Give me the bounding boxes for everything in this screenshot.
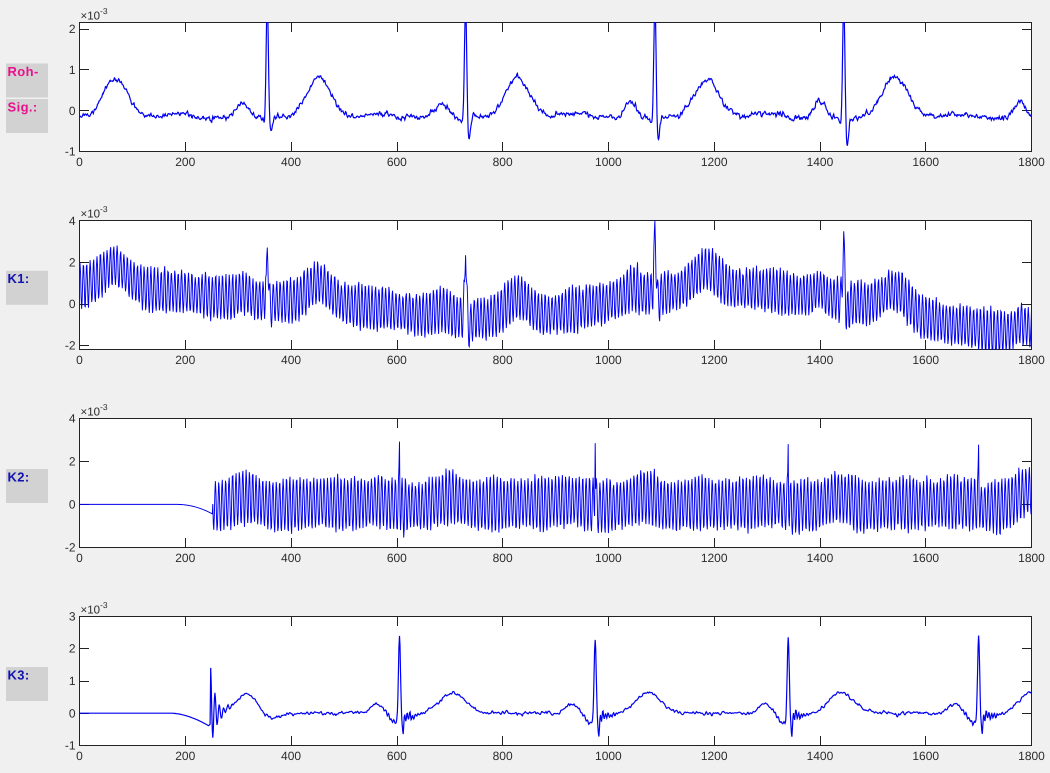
svg-text:0: 0 [76, 749, 83, 763]
svg-text:0: 0 [76, 551, 83, 565]
svg-text:800: 800 [493, 551, 513, 565]
svg-text:-2: -2 [65, 339, 76, 353]
svg-text:1200: 1200 [701, 551, 728, 565]
svg-text:3: 3 [69, 609, 76, 623]
svg-text:400: 400 [281, 749, 301, 763]
svg-text:1200: 1200 [701, 353, 728, 367]
svg-text:400: 400 [281, 551, 301, 565]
svg-text:Sig.:: Sig.: [8, 99, 38, 114]
svg-text:K2:: K2: [8, 469, 30, 484]
svg-text:1400: 1400 [807, 155, 834, 169]
svg-text:2: 2 [69, 455, 76, 469]
svg-text:1200: 1200 [701, 749, 728, 763]
svg-text:4: 4 [69, 412, 76, 426]
svg-text:4: 4 [69, 214, 76, 228]
svg-text:800: 800 [493, 749, 513, 763]
svg-text:-1: -1 [65, 739, 76, 753]
svg-text:K1:: K1: [8, 271, 30, 286]
svg-text:600: 600 [387, 353, 407, 367]
svg-text:600: 600 [387, 749, 407, 763]
svg-text:2: 2 [69, 642, 76, 656]
svg-text:1000: 1000 [595, 749, 622, 763]
svg-text:1: 1 [69, 674, 76, 688]
svg-text:0: 0 [69, 104, 76, 118]
svg-text:1800: 1800 [1018, 155, 1045, 169]
svg-text:1400: 1400 [807, 749, 834, 763]
svg-text:1600: 1600 [912, 749, 939, 763]
svg-text:1800: 1800 [1018, 749, 1045, 763]
svg-text:200: 200 [175, 155, 195, 169]
svg-text:1600: 1600 [912, 353, 939, 367]
svg-text:0: 0 [69, 498, 76, 512]
svg-text:600: 600 [387, 155, 407, 169]
svg-text:1200: 1200 [701, 155, 728, 169]
svg-text:Roh-: Roh- [8, 64, 39, 79]
svg-text:0: 0 [76, 155, 83, 169]
svg-text:200: 200 [175, 353, 195, 367]
svg-text:K3:: K3: [8, 667, 30, 682]
svg-text:-1: -1 [65, 145, 76, 159]
svg-text:800: 800 [493, 155, 513, 169]
svg-text:1800: 1800 [1018, 551, 1045, 565]
svg-text:1000: 1000 [595, 551, 622, 565]
svg-text:-2: -2 [65, 541, 76, 555]
svg-text:0: 0 [69, 297, 76, 311]
svg-text:0: 0 [69, 706, 76, 720]
svg-text:1400: 1400 [807, 353, 834, 367]
svg-text:400: 400 [281, 353, 301, 367]
svg-text:2: 2 [69, 256, 76, 270]
svg-text:1: 1 [69, 63, 76, 77]
svg-text:1600: 1600 [912, 551, 939, 565]
svg-text:0: 0 [76, 353, 83, 367]
svg-text:800: 800 [493, 353, 513, 367]
svg-text:200: 200 [175, 749, 195, 763]
svg-text:1800: 1800 [1018, 353, 1045, 367]
svg-text:2: 2 [69, 22, 76, 36]
svg-text:1400: 1400 [807, 551, 834, 565]
svg-text:400: 400 [281, 155, 301, 169]
svg-text:1000: 1000 [595, 155, 622, 169]
svg-text:1000: 1000 [595, 353, 622, 367]
svg-text:1600: 1600 [912, 155, 939, 169]
svg-text:200: 200 [175, 551, 195, 565]
svg-text:600: 600 [387, 551, 407, 565]
